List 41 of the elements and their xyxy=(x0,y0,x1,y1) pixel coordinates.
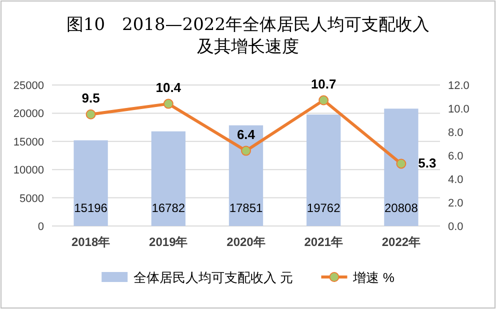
y-tick-label: 25000 xyxy=(13,80,44,92)
legend-label: 增速 % xyxy=(352,270,395,285)
bar xyxy=(306,114,341,226)
y2-tick-label: 0.0 xyxy=(448,221,464,233)
x-tick-label: 2019年 xyxy=(149,235,188,249)
data-label: 9.5 xyxy=(82,90,100,106)
x-tick-label: 2021年 xyxy=(304,235,343,249)
point xyxy=(86,109,96,120)
point xyxy=(318,95,329,106)
data-label: 19762 xyxy=(306,201,341,215)
data-label: 20808 xyxy=(384,201,418,215)
x-tick-label: 2018年 xyxy=(71,235,110,249)
y2-tick-label: 6.0 xyxy=(448,150,464,162)
y-tick-label: 15000 xyxy=(13,136,44,148)
y-tick-label: 5000 xyxy=(20,192,44,205)
bar xyxy=(228,125,264,226)
data-label: 17851 xyxy=(229,201,264,215)
title: 图10 2018—2022年全体居民人均可支配收入及其增长速度 xyxy=(66,15,430,57)
point xyxy=(396,158,406,169)
data-label: 5.3 xyxy=(418,156,436,171)
x-tick-label: 2022年 xyxy=(382,235,421,249)
bar xyxy=(151,131,186,226)
legend-label: 全体居民人均可支配收入 元 xyxy=(134,270,294,285)
y2-tick-label: 12.0 xyxy=(448,80,470,92)
data-label: 6.4 xyxy=(236,126,256,142)
data-label: 10.4 xyxy=(156,80,182,95)
data-label: 10.7 xyxy=(310,76,336,92)
data-label: 16782 xyxy=(152,201,186,215)
point xyxy=(163,98,174,109)
y2-tick-label: 10.0 xyxy=(448,104,470,116)
x-tick-label: 2020年 xyxy=(226,235,266,249)
point xyxy=(241,146,251,156)
y-tick-label: 10000 xyxy=(13,164,44,177)
y2-tick-label: 8.0 xyxy=(448,127,464,139)
bar xyxy=(74,140,108,226)
data-label: 15196 xyxy=(74,201,108,215)
y2-tick-label: 2.0 xyxy=(448,198,464,210)
y-tick-label: 20000 xyxy=(13,108,44,120)
bar xyxy=(384,108,418,226)
y2-tick-label: 4.0 xyxy=(448,174,464,186)
y-tick-label: 0 xyxy=(38,221,44,233)
